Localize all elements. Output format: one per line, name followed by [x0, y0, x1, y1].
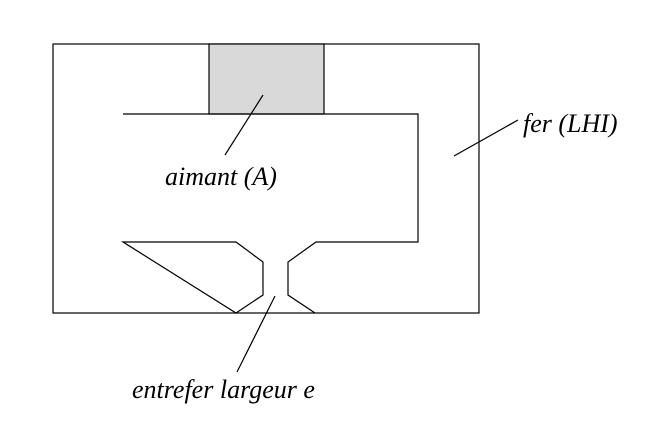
- iron-yoke-inner-boundary: [120, 113, 419, 314]
- iron-leader-line: [453, 119, 519, 157]
- air-gap-leader-line: [236, 295, 276, 373]
- air-gap-label: entrefer largeur e: [132, 375, 315, 404]
- magnet-block: [208, 43, 325, 115]
- magnet-label: aimant (A): [165, 162, 277, 191]
- iron-label: fer (LHI): [523, 109, 618, 138]
- magnet-leader-line: [224, 94, 264, 156]
